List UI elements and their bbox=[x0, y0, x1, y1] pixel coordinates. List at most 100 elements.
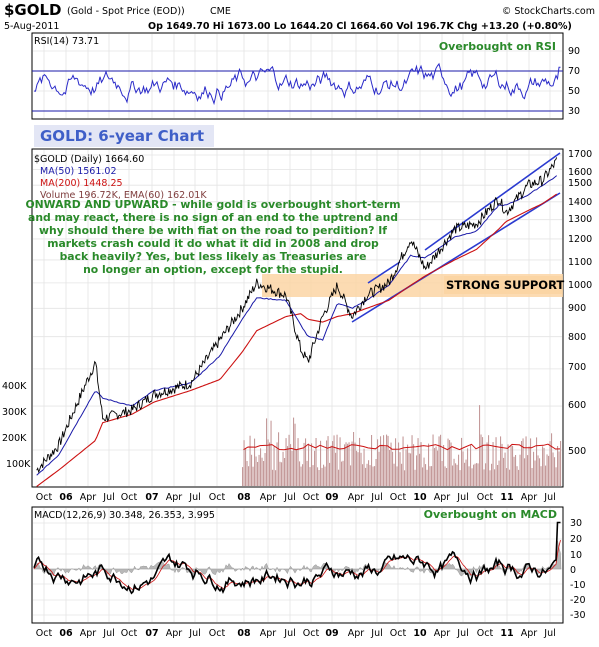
macd-tick: -10 bbox=[570, 580, 586, 591]
volume-bar bbox=[362, 464, 364, 486]
volume-bar bbox=[287, 446, 289, 486]
volume-bar bbox=[285, 438, 287, 486]
macd-panel: MACD(12,26,9) 30.348, 26.353, 3.995 Over… bbox=[31, 506, 586, 624]
volume-bar bbox=[443, 445, 445, 486]
volume-bar bbox=[360, 452, 362, 486]
volume-bar bbox=[492, 442, 494, 486]
volume-bar bbox=[371, 435, 373, 486]
price-tick: 700 bbox=[568, 362, 586, 373]
legend-gold: $GOLD (Daily) 1664.60 bbox=[34, 154, 144, 165]
volume-bar bbox=[524, 458, 526, 486]
commentary-line-4: markets crash could it do what it did in… bbox=[47, 237, 379, 250]
x-tick-label: 08 bbox=[237, 492, 251, 503]
volume-bar bbox=[278, 432, 280, 486]
x-tick-label: Jul bbox=[456, 492, 468, 503]
price-line bbox=[36, 157, 558, 474]
volume-bar bbox=[464, 462, 466, 486]
volume-bar bbox=[327, 436, 329, 486]
volume-bar bbox=[497, 465, 499, 486]
x-tick-label: Oct bbox=[36, 492, 53, 503]
volume-bar bbox=[521, 441, 523, 486]
price-grid bbox=[33, 150, 562, 486]
exchange-label: CME bbox=[210, 6, 231, 17]
volume-bar bbox=[479, 405, 481, 486]
volume-bar bbox=[326, 440, 328, 486]
volume-bar bbox=[410, 453, 412, 486]
volume-bar bbox=[303, 442, 305, 486]
volume-bar bbox=[417, 438, 419, 486]
volume-bar bbox=[252, 466, 254, 486]
volume-bar bbox=[558, 451, 560, 486]
volume-bar bbox=[257, 462, 259, 486]
volume-tick: 100K bbox=[6, 459, 31, 470]
volume-bar bbox=[513, 456, 515, 486]
volume-bar bbox=[293, 417, 295, 486]
volume-bar bbox=[243, 440, 245, 486]
x-tick-label: Apr bbox=[260, 492, 277, 503]
volume-bar bbox=[260, 448, 262, 486]
volume-bar bbox=[446, 468, 448, 486]
volume-bar bbox=[420, 442, 422, 486]
volume-bar bbox=[330, 445, 332, 486]
volume-bar bbox=[426, 469, 428, 486]
volume-bar bbox=[317, 467, 319, 486]
volume-bar bbox=[311, 443, 313, 486]
volume-bar bbox=[393, 463, 395, 486]
x-tick-label: Jul bbox=[102, 492, 114, 503]
volume-bar bbox=[290, 444, 292, 486]
volume-bar bbox=[498, 460, 500, 486]
price-tick: 1100 bbox=[568, 257, 592, 268]
volume-bar bbox=[324, 466, 326, 486]
volume-bar bbox=[525, 436, 527, 486]
legend-volume: Volume 196.72K, EMA(60) 162.01K bbox=[40, 190, 207, 201]
volume-bar bbox=[336, 434, 338, 486]
x-tick-label: Jul bbox=[188, 492, 200, 503]
volume-bar bbox=[467, 448, 469, 486]
x-tick-label: Oct bbox=[477, 628, 494, 639]
volume-bar bbox=[321, 467, 323, 486]
volume-bar bbox=[255, 456, 257, 486]
volume-tick: 300K bbox=[2, 407, 27, 418]
volume-bar bbox=[551, 433, 553, 486]
volume-bar bbox=[320, 440, 322, 486]
x-tick-label: Jul bbox=[543, 628, 555, 639]
volume-bar bbox=[431, 466, 433, 486]
x-tick-label: Apr bbox=[348, 628, 365, 639]
volume-bar bbox=[282, 451, 284, 486]
volume-bar bbox=[516, 466, 518, 486]
x-tick-label: 06 bbox=[59, 492, 73, 503]
x-tick-label: Apr bbox=[434, 492, 451, 503]
volume-bar bbox=[254, 438, 256, 486]
volume-bar bbox=[374, 466, 376, 486]
volume-bar bbox=[543, 447, 545, 486]
volume-bar bbox=[291, 450, 293, 486]
volume-bar bbox=[549, 441, 551, 486]
x-tick-label: Jul bbox=[370, 628, 382, 639]
x-tick-label: Oct bbox=[209, 492, 226, 503]
volume-bar bbox=[270, 420, 272, 486]
volume-bar bbox=[245, 448, 247, 486]
volume-bar bbox=[444, 466, 446, 486]
x-tick-label: Oct bbox=[36, 628, 53, 639]
volume-bar bbox=[392, 451, 394, 486]
x-tick-label: 10 bbox=[413, 492, 427, 503]
volume-bar bbox=[300, 466, 302, 486]
volume-bar bbox=[402, 436, 404, 486]
title-box bbox=[34, 125, 214, 147]
volume-bar bbox=[552, 452, 554, 486]
volume-bar bbox=[485, 463, 487, 486]
commentary-line-5: back heavily? Yes, but less likely as Tr… bbox=[60, 250, 367, 263]
macd-tick: 0 bbox=[570, 565, 576, 576]
x-tick-label: 10 bbox=[413, 628, 427, 639]
rsi-tick-70: 70 bbox=[568, 66, 580, 77]
volume-bar bbox=[314, 450, 316, 486]
x-tick-label: 09 bbox=[325, 628, 338, 639]
volume-bar bbox=[302, 464, 304, 486]
volume-tick: 400K bbox=[2, 381, 27, 392]
volume-bar bbox=[381, 444, 383, 486]
volume-bar bbox=[383, 435, 385, 486]
volume-bar bbox=[468, 466, 470, 486]
macd-label: MACD(12,26,9) 30.348, 26.353, 3.995 bbox=[34, 510, 215, 521]
volume-bar bbox=[309, 467, 311, 486]
